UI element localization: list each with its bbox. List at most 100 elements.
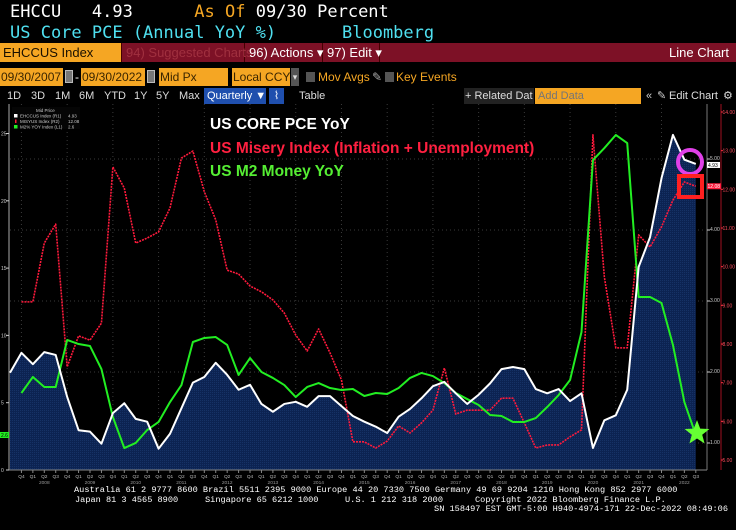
footer: Australia 61 2 9777 8600 Brazil 5511 239…: [0, 485, 736, 515]
security-description: US Core PCE (Annual YoY %) Bloomberg: [10, 22, 434, 44]
annotation-m2: US M2 Money YoY: [210, 163, 344, 180]
line-chart-icon[interactable]: ⌇: [269, 88, 284, 104]
tick-label-quarter: Q3: [693, 474, 700, 480]
period-1y[interactable]: 1Y: [134, 90, 148, 102]
tick-label-year: 2011: [176, 480, 187, 486]
suggested-charts-button[interactable]: 94) Suggested Charts: [123, 43, 252, 62]
tick-label-year: 2020: [588, 480, 599, 486]
tick-label-quarter: Q1: [533, 474, 540, 480]
edit-menu[interactable]: 97) Edit ▾: [324, 43, 382, 62]
legend-value-misery: 12.08: [68, 119, 80, 124]
tick-label-quarter: Q2: [41, 474, 48, 480]
security-field[interactable]: EHCCUS Index: [0, 43, 122, 62]
collapse-icon[interactable]: «: [646, 90, 653, 102]
tick-label-r1: 4.00: [710, 227, 720, 233]
last-value: 4.93: [91, 2, 133, 22]
tick-label-quarter: Q3: [418, 474, 425, 480]
tick-label-quarter: Q4: [658, 474, 665, 480]
annotation-core-pce: US CORE PCE YoY: [210, 116, 350, 133]
tick-label-quarter: Q3: [647, 474, 654, 480]
chevron-down-icon[interactable]: ▾: [291, 68, 299, 86]
tick-label-r2: 6.00: [723, 419, 733, 425]
legend-label-misery: MISYUS Index (R2): [20, 119, 60, 124]
tick-label-l1: 25: [1, 132, 7, 138]
source: Bloomberg: [342, 23, 435, 43]
key-events-checkbox[interactable]: [385, 72, 394, 82]
chart-type-label: Line Chart: [669, 45, 729, 60]
tick-label-quarter: Q1: [395, 474, 402, 480]
tick-label-quarter: Q2: [635, 474, 642, 480]
tick-label-quarter: Q1: [578, 474, 585, 480]
tick-label-quarter: Q3: [464, 474, 471, 480]
pencil-icon[interactable]: ✎: [372, 70, 383, 84]
function-bar: EHCCUS Index 94) Suggested Charts 96) Ac…: [0, 43, 736, 62]
legend: Mid Price EHCCUS Index (R1) 4.93 MISYUS …: [12, 107, 80, 130]
add-data-input[interactable]: [535, 88, 641, 104]
tick-label-quarter: Q1: [75, 474, 82, 480]
tick-label-quarter: Q2: [544, 474, 551, 480]
period-5y[interactable]: 5Y: [156, 90, 170, 102]
tick-label-quarter: Q4: [338, 474, 345, 480]
start-date-input[interactable]: 09/30/2007: [0, 68, 63, 86]
period-3d[interactable]: 3D: [31, 90, 46, 102]
controls-row: 09/30/2007 - 09/30/2022 Mid Px Local CCY…: [0, 68, 736, 86]
tick-label-quarter: Q4: [110, 474, 117, 480]
tick-label-quarter: Q3: [98, 474, 105, 480]
tick-label-quarter: Q4: [293, 474, 300, 480]
period-6m[interactable]: 6M: [79, 90, 95, 102]
tick-label-quarter: Q1: [213, 474, 220, 480]
footer-copyright: Copyright 2022 Bloomberg Finance L.P.: [475, 494, 666, 505]
tick-label-l1: 5: [1, 401, 4, 407]
pencil-icon[interactable]: ✎: [657, 90, 667, 102]
tick-label-quarter: Q2: [590, 474, 597, 480]
tick-label-quarter: Q4: [247, 474, 254, 480]
tick-label-l1: 20: [1, 199, 7, 205]
tick-label-quarter: Q3: [555, 474, 562, 480]
tick-label-l1: 15: [1, 266, 7, 272]
related-data-button[interactable]: + Related Dat: [464, 88, 534, 104]
tick-label-year: 2016: [405, 480, 416, 486]
legend-label-core-pce: EHCCUS Index (R1): [20, 114, 62, 119]
ticker: EHCCU: [10, 2, 62, 22]
mov-avgs-checkbox[interactable]: [306, 72, 315, 82]
tick-label-quarter: Q2: [224, 474, 231, 480]
legend-value-core-pce: 4.93: [68, 114, 77, 119]
tick-label-year: 2009: [85, 480, 96, 486]
footer-us: U.S. 1 212 318 2000: [345, 494, 443, 505]
period-1m[interactable]: 1M: [55, 90, 71, 102]
actions-menu[interactable]: 96) Actions ▾: [246, 43, 323, 62]
tick-label-r1: 1.00: [710, 440, 720, 446]
tick-label-quarter: Q1: [304, 474, 311, 480]
tick-label-quarter: Q4: [430, 474, 437, 480]
tick-label-quarter: Q3: [144, 474, 151, 480]
edit-chart-button[interactable]: Edit Chart: [669, 90, 718, 102]
end-date-input[interactable]: 09/30/2022: [81, 68, 145, 86]
calendar-icon[interactable]: [65, 70, 73, 83]
last-value-badge-m2: [0, 432, 9, 439]
footer-japan: Japan 81 3 4565 8900: [75, 494, 179, 505]
gear-icon[interactable]: ⚙: [723, 90, 733, 102]
tick-label-quarter: Q2: [315, 474, 322, 480]
highlight-star: [684, 420, 710, 444]
period-1d[interactable]: 1D: [7, 90, 22, 102]
tick-label-year: 2014: [313, 480, 324, 486]
price-field-select[interactable]: Mid Px: [159, 68, 228, 86]
tick-label-quarter: Q1: [441, 474, 448, 480]
period-max[interactable]: Max: [179, 90, 200, 102]
table-button[interactable]: Table: [299, 90, 326, 102]
currency-select[interactable]: Local CCY: [232, 68, 291, 86]
tick-label-quarter: Q4: [64, 474, 71, 480]
calendar-icon[interactable]: [147, 70, 155, 83]
tick-label-quarter: Q2: [133, 474, 140, 480]
series-line-misery: [21, 134, 697, 449]
core-pce-area: [10, 134, 696, 471]
tick-label-quarter: Q3: [373, 474, 380, 480]
period-ytd[interactable]: YTD: [104, 90, 126, 102]
frequency-select[interactable]: Quarterly ▼: [204, 88, 266, 104]
legend-label-m2: M2% YOY Index (L1): [20, 125, 63, 130]
tick-label-r1: 5.00: [710, 156, 720, 162]
line-chart: 25201510505.004.003.002.001.0014.0013.00…: [0, 104, 735, 486]
tick-label-quarter: Q2: [407, 474, 414, 480]
footer-singapore: Singapore 65 6212 1000: [205, 494, 319, 505]
tick-label-quarter: Q1: [258, 474, 265, 480]
